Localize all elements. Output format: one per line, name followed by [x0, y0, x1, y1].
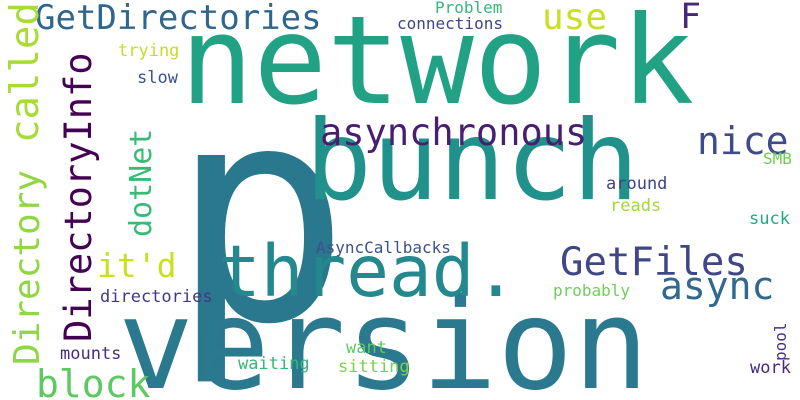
word-block: block: [36, 362, 151, 400]
word-probably: probably: [553, 281, 631, 300]
word-slow: slow: [137, 68, 178, 88]
word-reads: reads: [610, 196, 662, 216]
word-suck: suck: [749, 209, 790, 229]
word-directoryinfo: DirectoryInfo: [57, 52, 100, 342]
word-p: p: [170, 41, 351, 390]
word-use: use: [542, 0, 608, 38]
word-directory: Directory: [7, 169, 48, 365]
word-version: version: [118, 271, 650, 400]
word-work: work: [750, 358, 791, 378]
word-sitting: sitting: [338, 357, 410, 377]
word-directories: directories: [100, 287, 213, 307]
word-f: F: [680, 0, 702, 37]
word-waiting: waiting: [238, 354, 310, 374]
word-problem: Problem: [435, 0, 503, 17]
word-getfiles: GetFiles: [560, 240, 748, 285]
word-async: async: [660, 264, 775, 308]
word-itd: it'd: [97, 246, 177, 285]
word-connections: connections: [397, 14, 503, 33]
word-bunch: bunch: [305, 97, 640, 226]
word-called: called: [3, 2, 48, 143]
word-thread: thread.: [218, 230, 518, 313]
word-asynchronous: asynchronous: [320, 111, 588, 154]
word-want: want: [346, 338, 387, 358]
word-getdirectories: GetDirectories: [35, 0, 322, 38]
word-pool: pool: [771, 322, 790, 361]
word-smb: SMB: [763, 149, 792, 168]
word-trying: trying: [118, 41, 180, 61]
word-mounts: mounts: [60, 344, 122, 364]
word-around: around: [606, 174, 668, 194]
word-network: network: [180, 0, 695, 132]
word-dotnet: dotNet: [124, 128, 159, 237]
word-nice: nice: [697, 119, 789, 163]
word-asynccallbacks: AsyncCallbacks: [316, 238, 451, 257]
